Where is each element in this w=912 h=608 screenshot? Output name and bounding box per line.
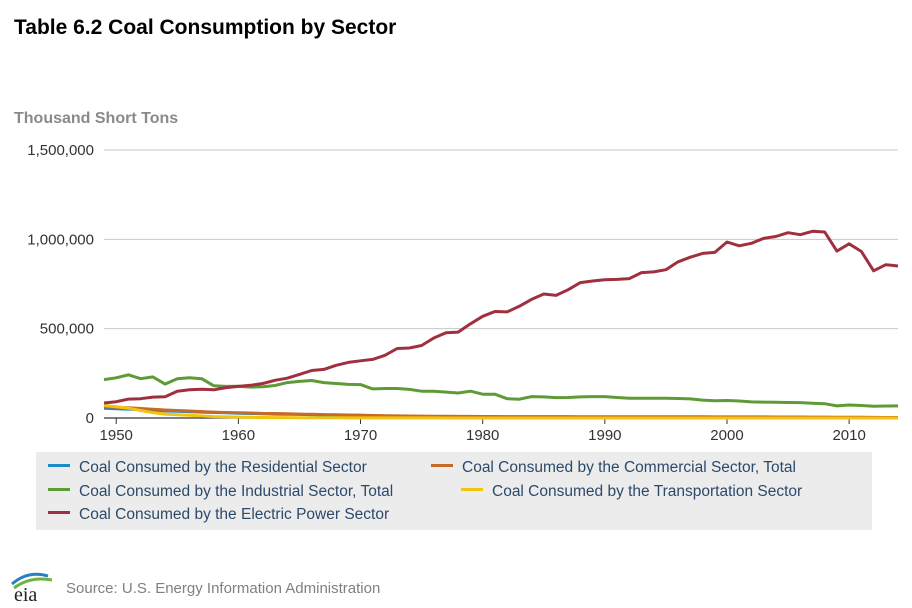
legend-item-residential[interactable]: Coal Consumed by the Residential Sector — [48, 459, 367, 477]
series-line-electric-power — [103, 229, 899, 405]
legend-swatch-commercial — [431, 464, 453, 468]
x-axis-ticks: 1950 1960 1970 1980 1990 2000 2010 — [100, 418, 866, 444]
legend-label-industrial: Coal Consumed by the Industrial Sector, … — [79, 483, 394, 500]
legend-label-commercial: Coal Consumed by the Commercial Sector, … — [462, 459, 796, 476]
legend-label-transportation: Coal Consumed by the Transportation Sect… — [492, 483, 803, 500]
legend-item-industrial[interactable]: Coal Consumed by the Industrial Sector, … — [48, 483, 393, 501]
y-tick-label: 1,000,000 — [27, 231, 94, 248]
series-line-transportation — [103, 404, 898, 420]
legend-item-commercial[interactable]: Coal Consumed by the Commercial Sector, … — [431, 459, 796, 477]
legend-swatch-electric-power — [48, 511, 70, 515]
legend-swatch-residential — [48, 464, 70, 468]
legend-swatch-transportation — [461, 488, 483, 492]
legend-item-electric-power[interactable]: Coal Consumed by the Electric Power Sect… — [48, 506, 389, 524]
y-axis-ticks: 0 500,000 1,000,000 1,500,000 — [27, 142, 94, 427]
x-tick-label: 2010 — [832, 427, 865, 444]
legend-item-transportation[interactable]: Coal Consumed by the Transportation Sect… — [461, 483, 802, 501]
unit-label: Thousand Short Tons — [14, 110, 179, 127]
x-tick-label: 1970 — [344, 427, 377, 444]
y-tick-label: 0 — [86, 410, 94, 427]
series-lines — [103, 229, 899, 420]
legend-label-residential: Coal Consumed by the Residential Sector — [79, 459, 367, 476]
grid-lines — [104, 149, 898, 419]
x-tick-label: 2000 — [710, 427, 743, 444]
y-tick-label: 1,500,000 — [27, 142, 94, 159]
logo-text: eia — [14, 584, 37, 604]
y-tick-label: 500,000 — [40, 321, 94, 338]
x-tick-label: 1960 — [222, 427, 255, 444]
legend-label-electric-power: Coal Consumed by the Electric Power Sect… — [79, 506, 390, 523]
legend-swatch-industrial — [48, 488, 70, 492]
series-line-industrial — [103, 373, 899, 408]
x-tick-label: 1950 — [100, 427, 133, 444]
x-tick-label: 1980 — [466, 427, 499, 444]
eia-logo: eia — [11, 572, 53, 604]
legend: Coal Consumed by the Residential Sector … — [36, 452, 872, 530]
source-note: Source: U.S. Energy Information Administ… — [66, 580, 381, 597]
chart-title: Table 6.2 Coal Consumption by Sector — [14, 16, 397, 39]
x-tick-label: 1990 — [588, 427, 621, 444]
